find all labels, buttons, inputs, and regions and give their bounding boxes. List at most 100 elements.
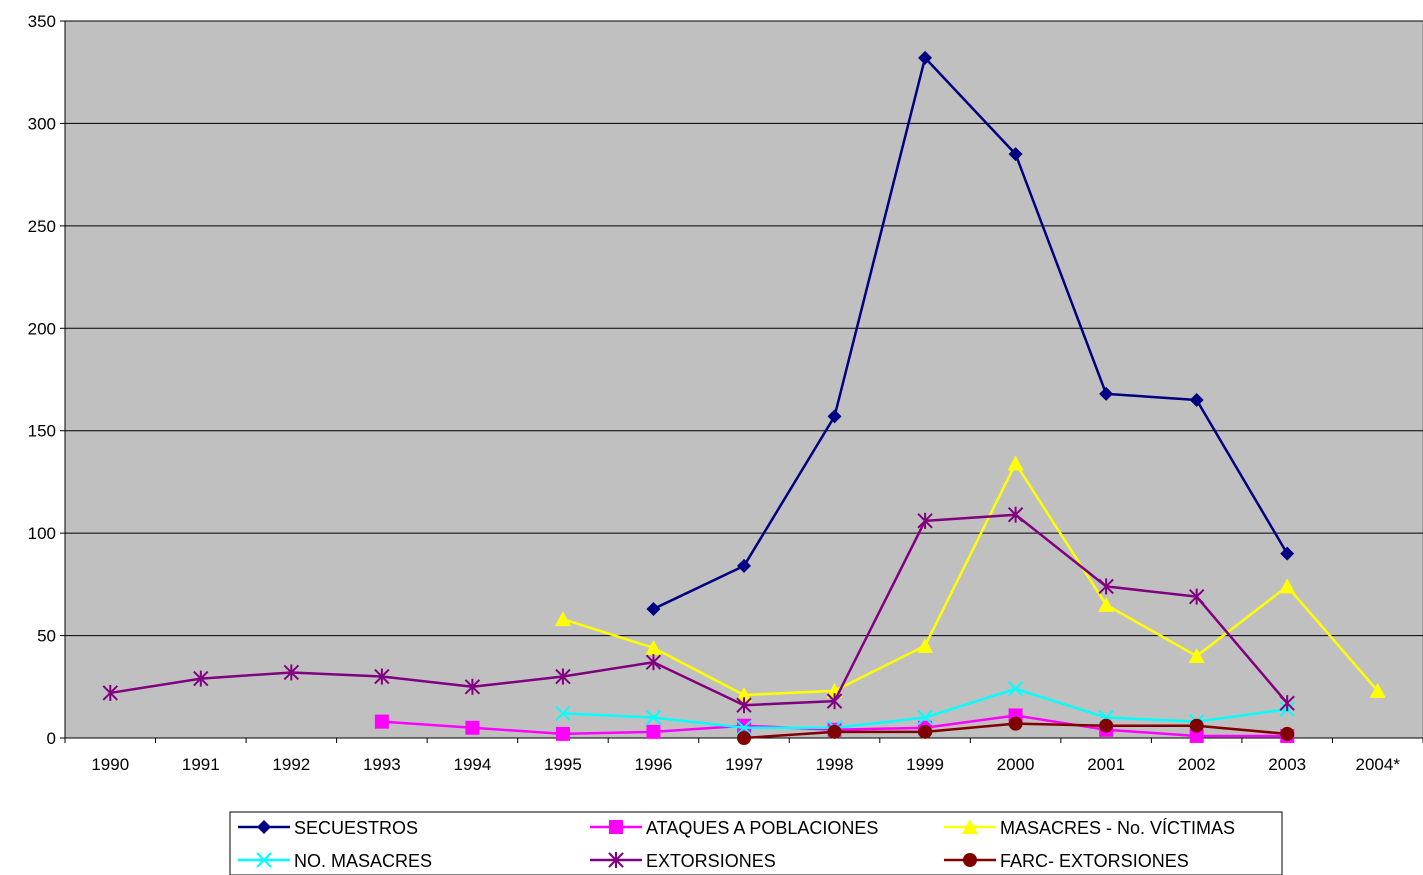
data-point [1007, 681, 1024, 697]
data-point [917, 709, 933, 726]
x-tick-label: 1991 [182, 755, 220, 774]
data-point [464, 678, 481, 695]
y-tick-label: 50 [37, 627, 56, 646]
y-axis-ticks: 0 50 100 150 200 250 300 350 [28, 12, 65, 748]
y-tick-label: 100 [28, 524, 56, 543]
data-point [736, 697, 752, 714]
legend-item-no-masacres: NO. MASACRES [238, 851, 432, 871]
x-tick-label: 1999 [906, 755, 944, 774]
data-point [827, 724, 842, 739]
x-tick-label: 1996 [635, 755, 673, 774]
y-tick-label: 0 [47, 729, 56, 748]
legend-label: MASACRES - No. VÍCTIMAS [1000, 818, 1235, 838]
legend-box [229, 811, 1283, 875]
legend-item-farc-extorsiones: FARC- EXTORSIONES [944, 851, 1189, 871]
data-point [1189, 728, 1204, 743]
gridlines [65, 20, 1423, 637]
data-point [1369, 682, 1386, 698]
data-point [555, 705, 571, 722]
x-tick-label: 2003 [1268, 755, 1306, 774]
legend-label: ATAQUES A POBLACIONES [646, 818, 878, 838]
x-tick-label: 2000 [997, 755, 1035, 774]
data-point [1098, 578, 1114, 595]
series-line-secuestros [652, 56, 1289, 611]
x-tick-label: 1997 [725, 755, 763, 774]
legend-label: EXTORSIONES [646, 851, 776, 871]
data-point [1008, 716, 1023, 731]
x-tick-label: 2002 [1178, 755, 1216, 774]
data-point [283, 664, 300, 681]
data-point [736, 686, 752, 702]
y-tick-label: 350 [28, 12, 56, 31]
data-point [465, 720, 480, 735]
legend-item-secuestros: SECUESTROS [238, 818, 418, 838]
legend-marker [609, 820, 623, 834]
data-point [1008, 147, 1023, 162]
data-point [1280, 726, 1295, 741]
data-point [1099, 718, 1114, 733]
data-point [645, 639, 662, 655]
data-point [645, 654, 662, 671]
data-point [1188, 588, 1205, 605]
data-point [1188, 648, 1205, 664]
legend-label: FARC- EXTORSIONES [1000, 851, 1189, 871]
data-point [1098, 596, 1115, 612]
y-tick-label: 300 [28, 114, 56, 133]
series-group [102, 50, 1386, 745]
legend: SECUESTROS ATAQUES A POBLACIONES MASACRES … [229, 811, 1283, 875]
data-point [918, 724, 933, 739]
marker-stroke [256, 852, 272, 868]
data-point [1280, 546, 1295, 561]
legend-marker [962, 819, 978, 834]
legend-item-masacres-no-v-ctimas: MASACRES - No. VÍCTIMAS [944, 818, 1235, 838]
data-point [1099, 386, 1114, 401]
y-tick-label: 250 [28, 217, 56, 236]
legend-label: SECUESTROS [294, 818, 418, 838]
data-point [555, 726, 570, 741]
x-tick-label: 2001 [1087, 755, 1125, 774]
data-point [737, 718, 751, 733]
data-point [736, 720, 752, 736]
x-axis-ticks: 1990 1991 1992 1993 1994 1995 1996 1997 1998 1999… [64, 738, 1423, 774]
data-point [645, 709, 662, 726]
data-point [1007, 455, 1024, 471]
data-point [646, 724, 661, 739]
legend-marker [963, 853, 977, 867]
data-point [374, 714, 389, 729]
y-tick-label: 150 [28, 422, 56, 441]
data-point [827, 409, 842, 424]
legend-label: NO. MASACRES [294, 851, 432, 871]
marker-stroke [736, 720, 752, 736]
data-point [1189, 718, 1204, 733]
plot-area [64, 20, 1423, 739]
x-tick-label: 1993 [363, 755, 401, 774]
legend-marker [256, 852, 272, 868]
legend-marker [608, 852, 624, 868]
data-point [102, 684, 118, 701]
legend-item-extorsiones: EXTORSIONES [590, 851, 776, 871]
data-point [917, 637, 934, 653]
data-point [646, 601, 661, 616]
series-farc-extorsiones [737, 716, 1295, 745]
marker-stroke [645, 709, 662, 726]
data-point [737, 558, 751, 573]
legend-item-ataques-a-poblaciones: ATAQUES A POBLACIONES [590, 818, 878, 838]
x-tick-label: 1998 [816, 755, 854, 774]
data-point [193, 670, 209, 687]
data-point [1007, 506, 1024, 523]
data-point [1189, 392, 1204, 407]
x-tick-label: 2004* [1356, 755, 1401, 774]
y-tick-label: 200 [28, 319, 56, 338]
series-line-masacres-no-v-ctimas [562, 462, 1379, 697]
marker-stroke [555, 705, 571, 722]
series-extorsiones [102, 506, 1295, 714]
data-point [554, 611, 571, 627]
data-point [826, 693, 843, 710]
data-point [555, 668, 571, 685]
data-point [918, 50, 933, 65]
series-secuestros [646, 50, 1295, 616]
data-point [1279, 695, 1295, 712]
legend-marker [257, 820, 271, 834]
data-point [374, 668, 390, 685]
marker-stroke [1007, 681, 1024, 697]
